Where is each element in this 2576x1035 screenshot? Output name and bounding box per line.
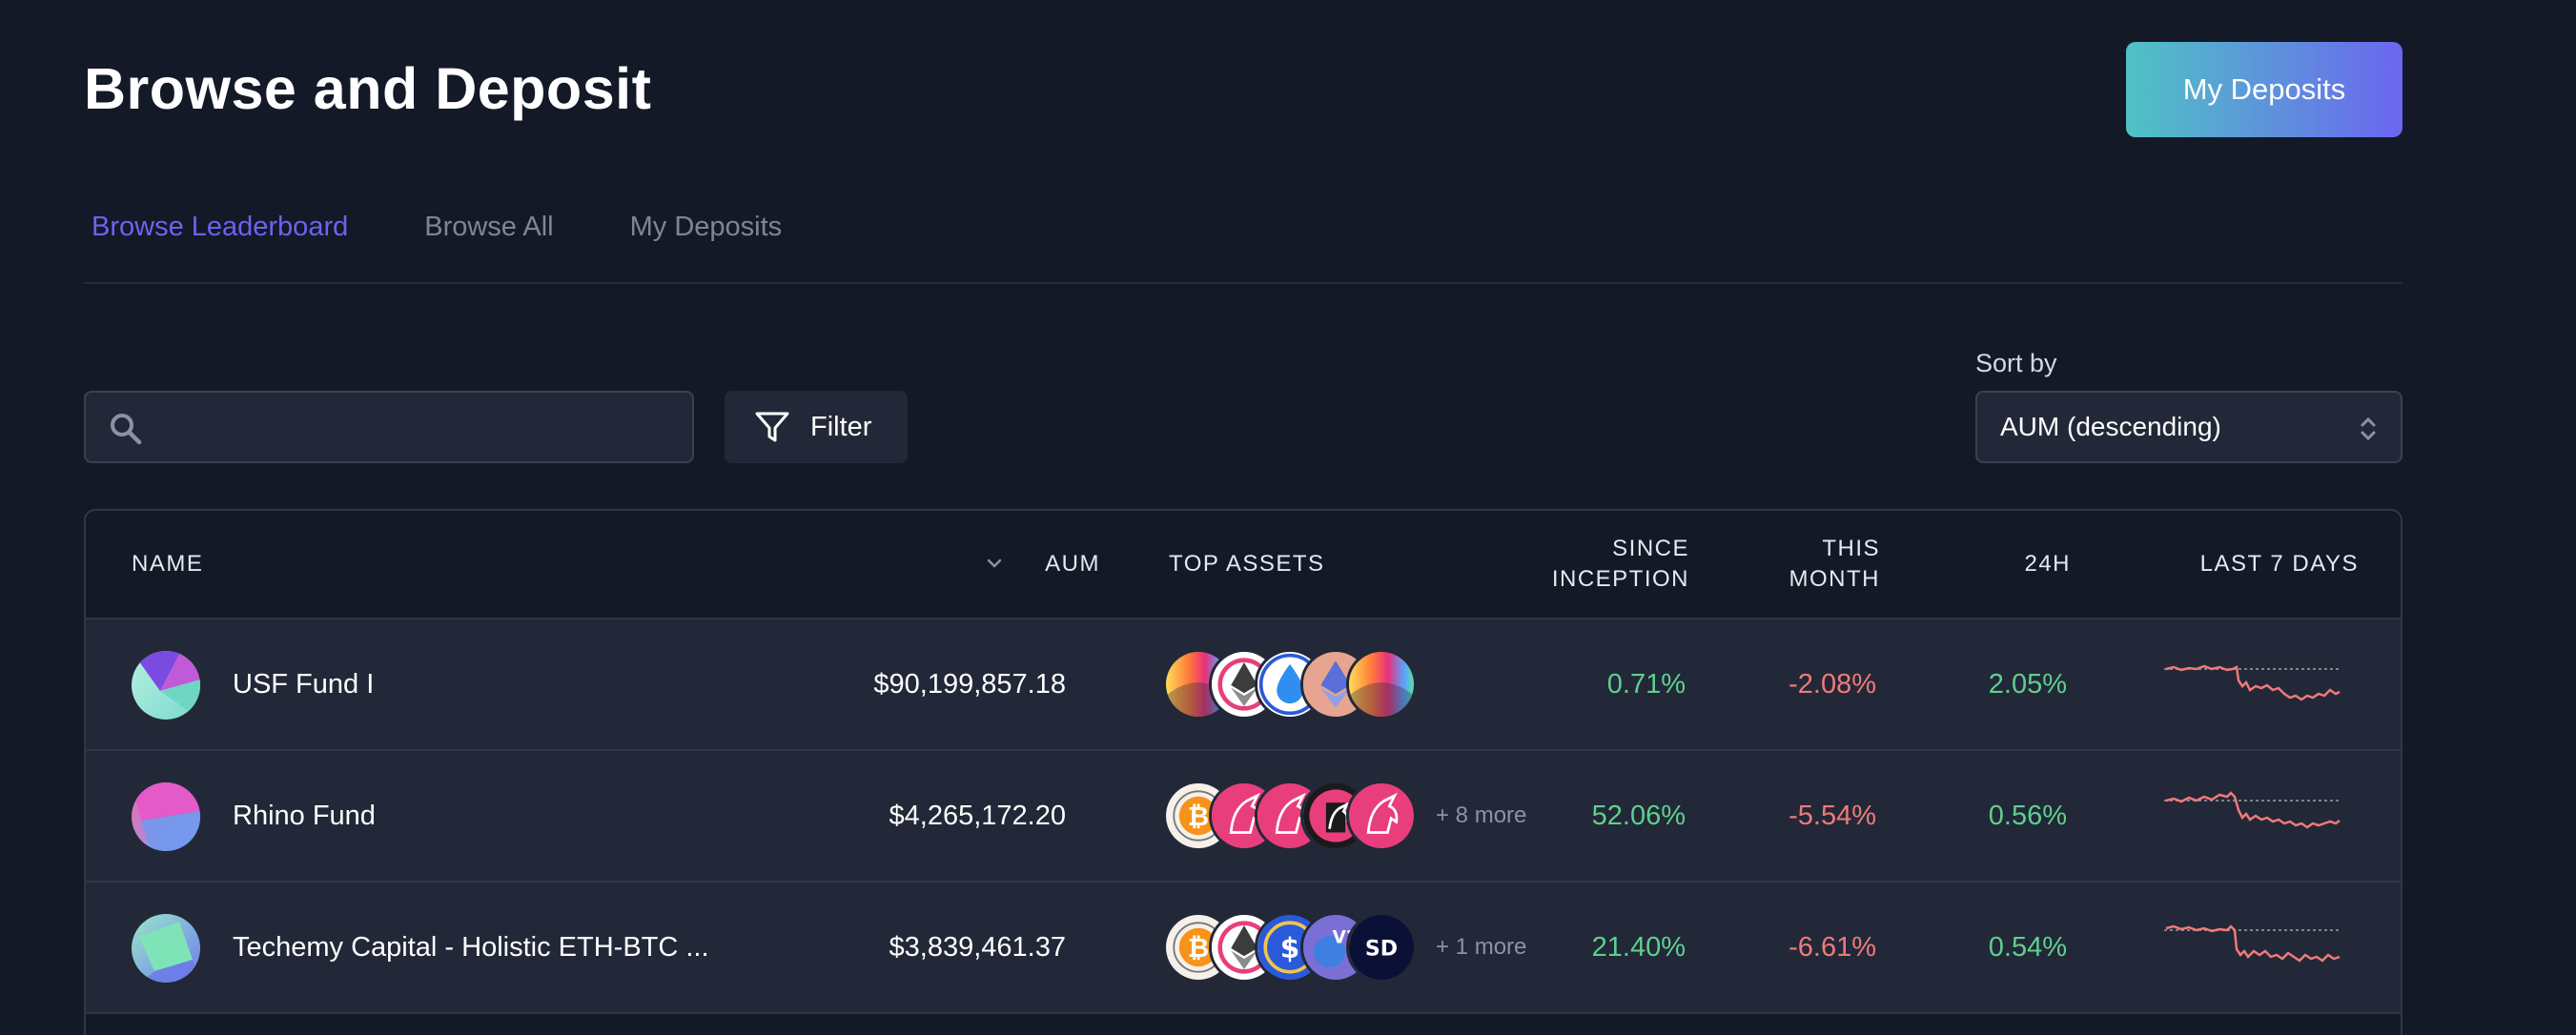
sort-select[interactable]: AUM (descending) <box>1975 391 2402 463</box>
fund-name[interactable]: Rhino Fund <box>233 801 376 831</box>
tab-browse-leaderboard[interactable]: Browse Leaderboard <box>92 212 349 242</box>
tab-bar: Browse Leaderboard Browse All My Deposit… <box>92 212 858 243</box>
fund-aum: $4,265,172.20 <box>889 801 1066 831</box>
column-since-inception[interactable]: SINCE INCEPTION <box>1551 536 1689 592</box>
fund-avatar <box>132 651 200 720</box>
sparkline-chart <box>2164 924 2341 963</box>
this-month-value: -6.61% <box>1789 932 1876 963</box>
more-assets-label[interactable]: + 8 more <box>1436 802 1527 828</box>
since-inception-value: 21.40% <box>1591 932 1686 963</box>
fund-avatar <box>132 914 200 983</box>
svg-text:SD: SD <box>1365 937 1398 961</box>
this-month-value: -5.54% <box>1789 801 1876 831</box>
fund-name[interactable]: USF Fund I <box>233 669 375 700</box>
filter-button[interactable]: Filter <box>725 391 908 463</box>
tab-my-deposits[interactable]: My Deposits <box>629 212 783 242</box>
change-24h-value: 0.56% <box>1988 801 2067 831</box>
since-inception-value: 52.06% <box>1591 801 1686 831</box>
column-name[interactable]: NAME <box>132 551 204 577</box>
rainbow-token-icon <box>1346 649 1417 720</box>
svg-text:$: $ <box>1280 932 1299 964</box>
sort-value: AUM (descending) <box>2000 412 2221 441</box>
page-title: Browse and Deposit <box>84 56 652 121</box>
fund-name[interactable]: Techemy Capital - Holistic ETH-BTC ... <box>233 932 709 963</box>
tab-browse-all[interactable]: Browse All <box>424 212 554 242</box>
search-icon <box>111 414 142 445</box>
table-row[interactable]: Techemy Capital - Holistic ETH-BTC ... $… <box>86 883 2401 1014</box>
change-24h-value: 0.54% <box>1988 932 2067 963</box>
svg-text:₿: ₿ <box>1188 802 1209 832</box>
top-assets: ₿ + 8 more <box>1163 780 1526 852</box>
sort-label: Sort by <box>1975 349 2057 377</box>
tab-divider <box>84 282 2402 284</box>
top-assets <box>1163 648 1417 720</box>
column-top-assets: TOP ASSETS <box>1169 551 1325 577</box>
search-input[interactable] <box>158 393 683 461</box>
search-box[interactable] <box>84 391 694 463</box>
column-24h[interactable]: 24H <box>2024 551 2071 577</box>
fund-avatar <box>132 782 200 851</box>
svg-text:₿: ₿ <box>1188 933 1209 964</box>
table-row[interactable]: Rhino Fund $4,265,172.20 ₿ + 8 more 52.0… <box>86 751 2401 883</box>
my-deposits-button[interactable]: My Deposits <box>2126 42 2402 137</box>
funds-table: NAME AUM TOP ASSETS SINCE INCEPTION THIS… <box>84 509 2402 1035</box>
table-row[interactable]: USF Fund I $90,199,857.18 0.71% -2.08% 2… <box>86 619 2401 751</box>
sd-token-icon: SD <box>1346 912 1417 983</box>
top-assets: ₿ $ V2 SD + 1 more <box>1163 911 1526 984</box>
fund-aum: $90,199,857.18 <box>873 669 1066 700</box>
filter-icon <box>755 412 789 442</box>
column-this-month[interactable]: THIS MONTH <box>1789 536 1880 592</box>
column-last-7-days: LAST 7 DAYS <box>2199 551 2359 577</box>
this-month-value: -2.08% <box>1789 669 1876 700</box>
unicorn-icon <box>1346 781 1417 851</box>
filter-label: Filter <box>810 411 872 442</box>
fund-aum: $3,839,461.37 <box>889 932 1066 963</box>
table-header: NAME AUM TOP ASSETS SINCE INCEPTION THIS… <box>86 511 2401 619</box>
sparkline-chart <box>2164 791 2341 829</box>
sort-desc-icon <box>987 558 1002 568</box>
column-aum[interactable]: AUM <box>1045 551 1100 577</box>
change-24h-value: 2.05% <box>1988 669 2067 700</box>
since-inception-value: 0.71% <box>1606 669 1686 700</box>
select-arrows-icon <box>2361 416 2376 441</box>
more-assets-label[interactable]: + 1 more <box>1436 934 1527 960</box>
sparkline-chart <box>2164 664 2341 701</box>
